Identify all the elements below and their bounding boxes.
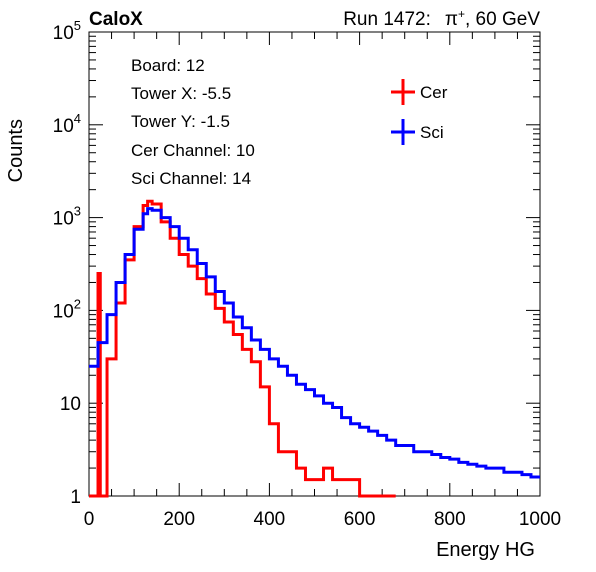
info-box: Board: 12 Tower X: -5.5 Tower Y: -1.5 Ce… xyxy=(131,56,255,188)
brand-label: CaloX xyxy=(89,9,143,30)
legend-cer-label: Cer xyxy=(420,83,448,102)
beam-energy: , 60 GeV xyxy=(465,9,540,30)
y-tick-label: 104 xyxy=(53,111,81,137)
y-tick-label: 10 xyxy=(60,394,81,415)
y-tick-label: 103 xyxy=(53,204,81,230)
x-tick-label: 1000 xyxy=(519,509,561,530)
info-tower-x: Tower X: -5.5 xyxy=(131,84,231,103)
x-tick-label: 800 xyxy=(434,509,466,530)
run-number: Run 1472: xyxy=(343,9,431,30)
series-layer xyxy=(89,199,540,498)
y-tick-exponent: 3 xyxy=(74,204,81,219)
legend-entry-sci: Sci xyxy=(391,119,444,145)
info-board: Board: 12 xyxy=(131,56,205,75)
y-tick-base: 10 xyxy=(53,23,74,44)
particle-charge: + xyxy=(458,7,465,21)
y-tick-exponent: 2 xyxy=(74,296,81,311)
info-cer-channel: Cer Channel: 10 xyxy=(131,141,255,160)
y-tick-label: 105 xyxy=(53,18,81,44)
info-tower-y: Tower Y: -1.5 xyxy=(131,112,230,131)
x-tick-label: 400 xyxy=(254,509,286,530)
y-tick-base: 10 xyxy=(53,209,74,230)
run-label: Run 1472: π+, 60 GeV xyxy=(343,7,540,30)
legend-entry-cer: Cer xyxy=(391,79,448,105)
x-tick-label: 0 xyxy=(84,509,95,530)
x-tick-label: 600 xyxy=(344,509,376,530)
series-line-sci xyxy=(89,207,540,479)
x-axis: 0 200 400 600 800 1000 xyxy=(84,32,561,530)
y-tick-label: 1 xyxy=(70,487,81,508)
legend-sci-label: Sci xyxy=(420,123,444,142)
x-axis-title: Energy HG xyxy=(436,539,535,561)
y-tick-base: 10 xyxy=(53,116,74,137)
y-tick-exponent: 4 xyxy=(74,111,81,126)
y-axis-title: Counts xyxy=(5,119,27,182)
y-tick-base: 10 xyxy=(53,301,74,322)
y-tick-exponent: 5 xyxy=(74,18,81,33)
y-tick-label: 102 xyxy=(53,296,81,322)
x-tick-label: 200 xyxy=(163,509,195,530)
particle-symbol: π xyxy=(445,9,458,30)
info-sci-channel: Sci Channel: 14 xyxy=(131,169,251,188)
legend: Cer Sci xyxy=(391,79,448,145)
